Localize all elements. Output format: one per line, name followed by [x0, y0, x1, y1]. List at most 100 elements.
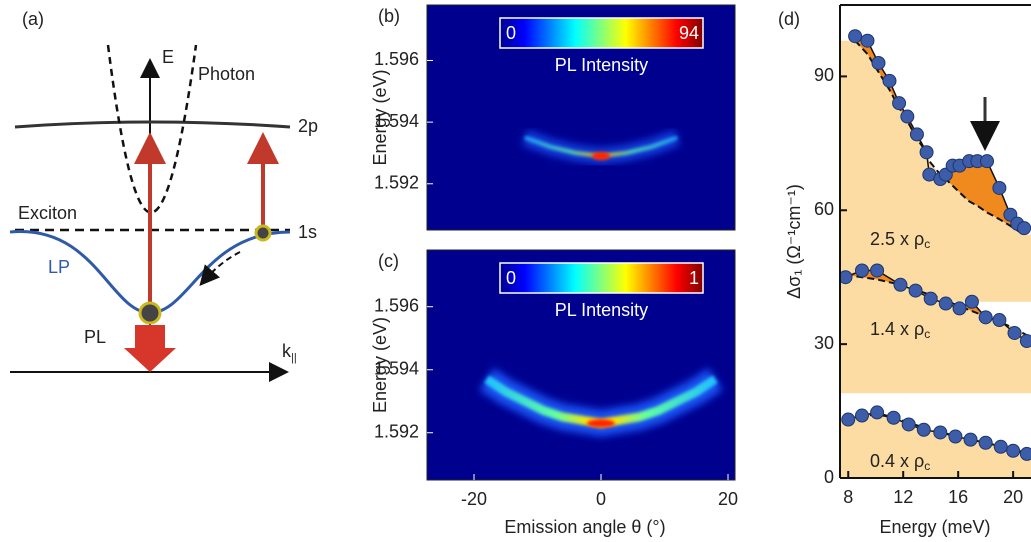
- emission-peak: [592, 152, 611, 161]
- data-point: [1017, 221, 1031, 236]
- data-point: [1019, 334, 1031, 349]
- emission-band: [522, 130, 680, 165]
- series-label-main: 2.5 x ρ: [870, 229, 924, 249]
- pl-label: PL: [84, 327, 106, 347]
- fill-area: [840, 274, 1031, 394]
- data-point: [854, 263, 869, 278]
- x-tick-label: 12: [893, 487, 913, 507]
- relaxation-arrow: [199, 251, 241, 287]
- y-axis-label: Energy (eV): [370, 69, 390, 165]
- panel-label: (c): [378, 251, 399, 271]
- series-label-sub: c: [924, 459, 930, 473]
- y-axis-label: Energy (eV): [370, 317, 390, 413]
- data-point: [908, 283, 923, 298]
- x-axis-label: Emission angle θ (°): [504, 517, 665, 537]
- colorbar: [499, 262, 704, 294]
- colorbar-tick-label: 0: [506, 268, 516, 288]
- data-point: [992, 180, 1007, 195]
- data-point: [860, 33, 875, 48]
- series-label: 1.4 x ρc: [870, 319, 930, 341]
- exciton-dot: [254, 224, 272, 242]
- series-label-main: 0.4 x ρ: [870, 451, 924, 471]
- data-point: [892, 96, 907, 111]
- plot-area: [840, 29, 1031, 478]
- axis-e-label: E: [162, 47, 174, 67]
- x-tick-label: 8: [843, 487, 853, 507]
- x-tick-label: 16: [948, 487, 968, 507]
- series-label: 0.4 x ρc: [870, 451, 930, 473]
- diagram: (a) E k|| 2p Exciton 1s Photon LP PL: [9, 9, 318, 382]
- data-point: [841, 412, 856, 427]
- fill-area: [840, 414, 1031, 478]
- data-point: [1007, 325, 1022, 340]
- data-point: [916, 422, 931, 437]
- y-tick-label: 60: [814, 199, 834, 219]
- data-point: [900, 109, 915, 124]
- data-point: [870, 405, 885, 420]
- colorbar-label: PL Intensity: [555, 55, 648, 75]
- x-tick-label: 20: [718, 489, 738, 509]
- data-point: [901, 417, 916, 432]
- data-point: [992, 313, 1007, 328]
- colorbar-tick-label: 94: [679, 23, 699, 43]
- y-tick-label: 1.596: [374, 49, 419, 69]
- lp-label: LP: [48, 257, 70, 277]
- data-point: [952, 301, 967, 316]
- data-point: [871, 56, 886, 71]
- y-tick-label: 30: [814, 333, 834, 353]
- level-2p-label: 2p: [298, 116, 318, 136]
- data-point: [1006, 443, 1021, 458]
- data-point: [893, 277, 908, 292]
- data-point: [848, 29, 863, 44]
- data-point: [938, 296, 953, 311]
- x-tick-label: 20: [1003, 487, 1023, 507]
- polariton: [138, 301, 162, 325]
- emission-band: [479, 368, 723, 437]
- colorbar-label: PL Intensity: [555, 300, 648, 320]
- fit-line: [854, 40, 1025, 236]
- series-label-sub: c: [924, 327, 930, 341]
- excess-area: [855, 36, 1025, 235]
- data-point: [882, 73, 897, 88]
- data-point: [1019, 446, 1031, 461]
- x-axis-label: Energy (meV): [879, 517, 990, 537]
- data-point: [870, 263, 885, 278]
- data-point: [980, 154, 995, 169]
- y-tick-label: 1.594: [374, 111, 419, 131]
- x-tick-label: -20: [461, 489, 487, 509]
- pl-arrow: [124, 325, 176, 372]
- data-point: [840, 270, 853, 285]
- data-point: [909, 127, 924, 142]
- panel-label: (a): [22, 9, 44, 29]
- data-point: [948, 429, 963, 444]
- photon-label: Photon: [198, 64, 255, 84]
- y-tick-label: 1.592: [374, 421, 419, 441]
- y-tick-label: 1.594: [374, 358, 419, 378]
- colorbar-tick-label: 1: [689, 268, 699, 288]
- data-point: [978, 435, 993, 450]
- emission-peak: [587, 419, 616, 428]
- panel-label: (d): [778, 9, 800, 29]
- exciton-label: Exciton: [18, 203, 77, 223]
- fill-area: [840, 40, 1031, 302]
- data-point: [923, 291, 938, 306]
- data-point: [933, 425, 948, 440]
- data-point: [886, 410, 901, 425]
- level-2p: [14, 120, 291, 129]
- level-1s-label: 1s: [298, 222, 317, 242]
- series-label-main: 1.4 x ρ: [870, 319, 924, 339]
- axis-k-label: k||: [282, 341, 297, 364]
- colorbar: [499, 17, 704, 49]
- data-point: [978, 310, 993, 325]
- data-point: [854, 408, 869, 423]
- y-tick-label: 0: [824, 467, 834, 487]
- colorbar-tick-label: 0: [506, 23, 516, 43]
- panel-label: (b): [378, 6, 400, 26]
- data-point: [964, 294, 979, 309]
- x-tick-label: 0: [596, 489, 606, 509]
- data-point: [919, 145, 934, 160]
- series-label: 2.5 x ρc: [870, 229, 930, 251]
- y-tick-label: 1.592: [374, 173, 419, 193]
